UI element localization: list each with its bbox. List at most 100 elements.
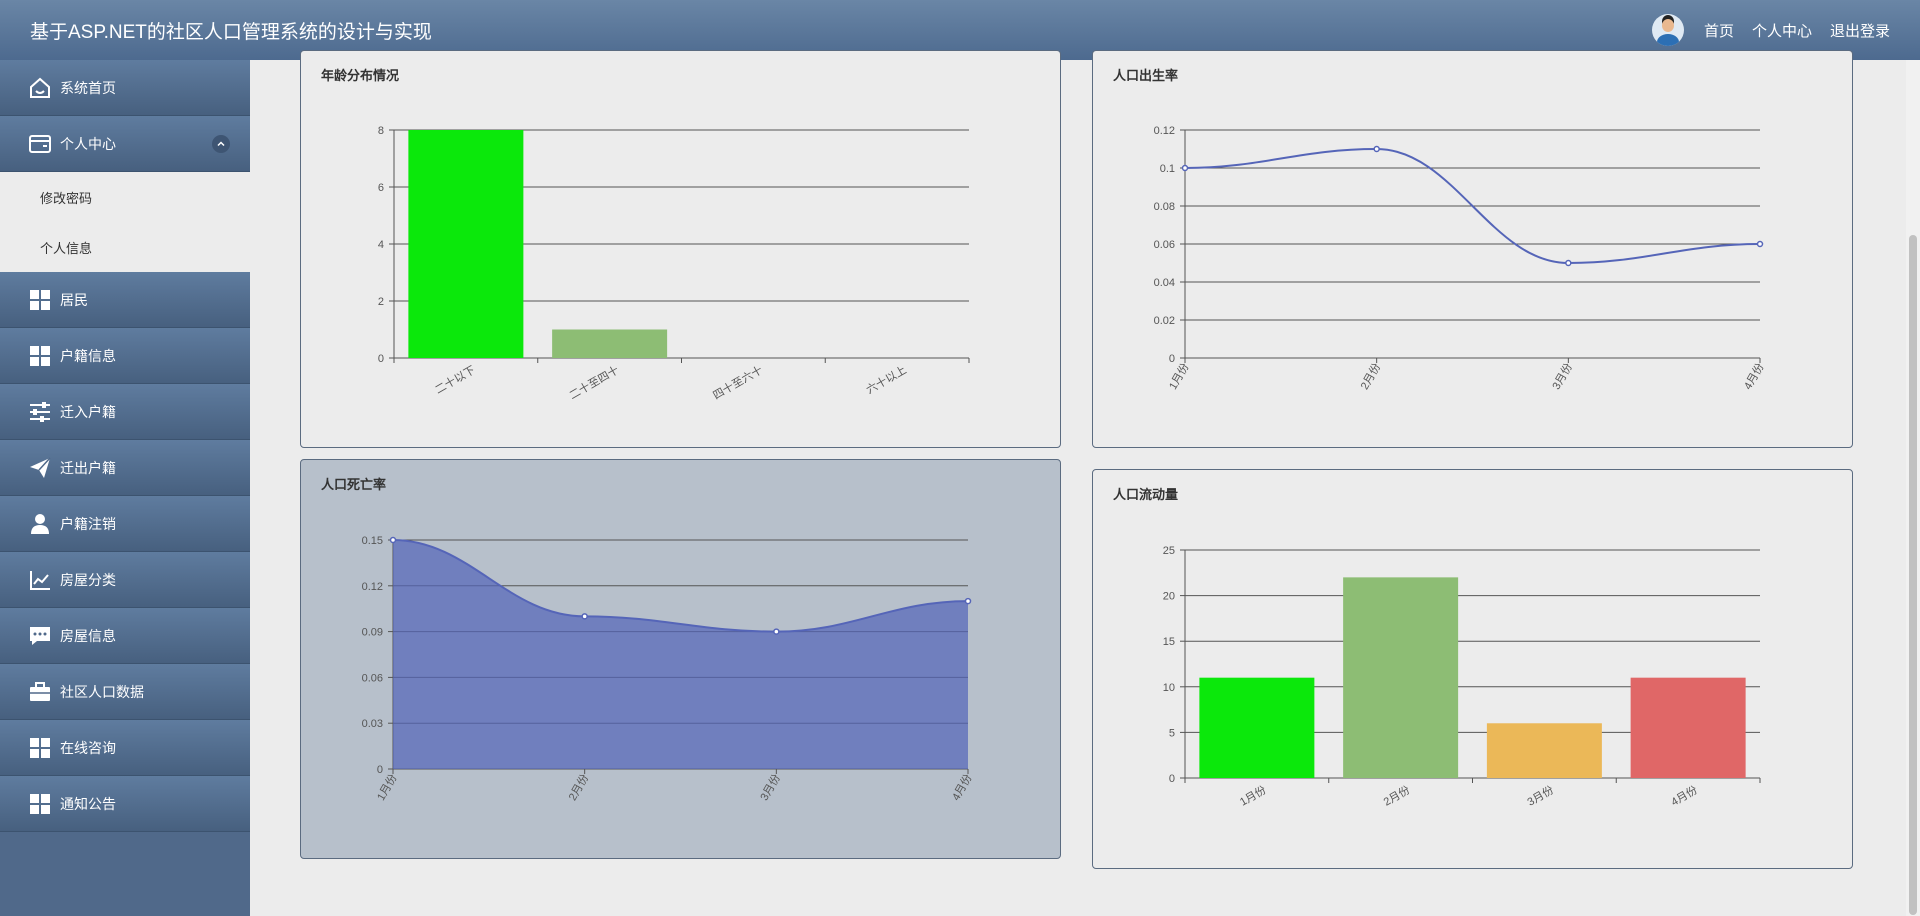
y-tick-label: 0.03 [362, 718, 383, 730]
chart-title: 人口出生率 [1113, 68, 1179, 83]
data-point [964, 597, 972, 605]
sidebar-item-household-info[interactable]: 户籍信息 [0, 328, 250, 384]
y-tick-label: 0 [377, 764, 383, 776]
y-tick-label: 15 [1163, 636, 1175, 648]
sidebar-item-label: 房屋分类 [60, 571, 116, 588]
home-icon [28, 76, 52, 100]
series-line [1184, 147, 1761, 265]
sidebar-subitem-personal-info[interactable]: 个人信息 [0, 222, 250, 272]
birth-rate-chart: 0 0.02 0.04 0.06 0.08 0.1 0.12 1月份 2月份 3月份 4月份 [1154, 125, 1767, 392]
sidebar: 系统首页 个人中心 修改密码 个人信息 居民 户籍信息 迁入户籍 迁出户籍 [0, 60, 250, 916]
data-point [1181, 164, 1189, 172]
y-tick-label: 4 [378, 239, 384, 251]
y-tick-label: 0.04 [1154, 277, 1175, 289]
y-tick-label: 0 [378, 353, 384, 365]
data-point [1565, 259, 1572, 267]
profile-center-link[interactable]: 个人中心 [1751, 22, 1812, 40]
x-tick-label: 4月份 [1741, 361, 1766, 392]
grid-icon [28, 792, 52, 816]
y-tick-label: 8 [378, 125, 384, 137]
grid-icon [28, 288, 52, 312]
bar [1486, 723, 1602, 778]
app-title: 基于ASP.NET的社区人口管理系统的设计与实现 [30, 21, 432, 43]
sidebar-item-residents[interactable]: 居民 [0, 272, 250, 328]
bar [1630, 677, 1746, 778]
sidebar-item-label: 房屋信息 [60, 627, 116, 644]
bar [408, 130, 524, 358]
x-tick-label: 3月份 [1550, 361, 1575, 392]
chevron-up-icon[interactable] [212, 135, 230, 153]
age-distribution-card: 年龄分布情况 0 2 4 6 8 二十以下 二十至四十 四十至六十 六十以上 [300, 50, 1061, 448]
birth-rate-card: 人口出生率 0 0.02 0.04 0.06 0.08 0.1 0.12 1月份 2月份 3月份 4… [1092, 50, 1853, 448]
sidebar-item-label: 社区人口数据 [60, 683, 144, 700]
line-chart-icon [28, 568, 52, 592]
x-tick-label: 1月份 [1238, 783, 1269, 808]
paper-plane-icon [28, 456, 52, 480]
sidebar-item-label: 户籍注销 [60, 515, 116, 532]
wallet-icon [28, 132, 52, 156]
logout-link[interactable]: 退出登录 [1829, 22, 1890, 40]
y-tick-label: 0.02 [1154, 315, 1175, 327]
y-tick-label: 10 [1163, 682, 1175, 694]
y-tick-label: 5 [1169, 727, 1175, 739]
x-tick-label: 六十以上 [864, 362, 909, 396]
y-tick-label: 0.1 [1160, 163, 1175, 175]
home-link[interactable]: 首页 [1703, 22, 1734, 40]
grid-icon [28, 344, 52, 368]
bar [1199, 677, 1315, 778]
sidebar-item-household-cancel[interactable]: 户籍注销 [0, 496, 250, 552]
x-tick-label: 1月份 [374, 772, 399, 803]
chart-title: 年龄分布情况 [321, 68, 400, 83]
sidebar-item-move-out[interactable]: 迁出户籍 [0, 440, 250, 496]
y-tick-label: 0.08 [1154, 201, 1175, 213]
sidebar-item-house-category[interactable]: 房屋分类 [0, 552, 250, 608]
sidebar-item-label: 迁出户籍 [60, 459, 116, 476]
data-point [581, 613, 588, 620]
y-tick-label: 6 [378, 182, 384, 194]
y-tick-label: 0.12 [362, 581, 383, 593]
sidebar-item-label: 迁入户籍 [60, 403, 116, 420]
x-tick-label: 2月份 [566, 772, 591, 803]
sidebar-item-notices[interactable]: 通知公告 [0, 776, 250, 832]
x-tick-label: 二十以下 [432, 362, 477, 396]
area-fill [393, 540, 968, 769]
scrollbar-thumb[interactable] [1909, 235, 1917, 915]
y-tick-label: 0 [1169, 353, 1175, 365]
x-tick-label: 二十至四十 [566, 362, 621, 402]
chat-icon [28, 624, 52, 648]
x-tick-label: 4月份 [949, 772, 974, 803]
chart-title: 人口死亡率 [321, 477, 387, 492]
y-tick-label: 2 [378, 296, 384, 308]
x-tick-label: 4月份 [1669, 783, 1700, 808]
sidebar-item-label: 户籍信息 [60, 347, 116, 364]
sidebar-item-home[interactable]: 系统首页 [0, 60, 250, 116]
sidebar-item-label: 在线咨询 [60, 739, 116, 756]
sidebar-item-label: 个人中心 [60, 135, 116, 152]
avatar[interactable] [1651, 14, 1684, 46]
x-tick-label: 四十至六十 [710, 362, 765, 402]
user-icon [28, 512, 52, 536]
y-tick-label: 0.09 [362, 627, 383, 639]
sliders-icon [28, 400, 52, 424]
chart-title: 人口流动量 [1113, 487, 1179, 502]
x-tick-label: 3月份 [1525, 783, 1556, 808]
sidebar-item-label: 通知公告 [60, 795, 116, 812]
grid-icon [28, 736, 52, 760]
data-point [1373, 145, 1380, 153]
population-flow-chart: 0 5 10 15 20 25 1月份 2月份 3月份 4月份 [1163, 545, 1761, 809]
y-tick-label: 0 [1169, 773, 1175, 785]
sidebar-item-label: 居民 [60, 291, 88, 308]
x-tick-label: 1月份 [1166, 361, 1191, 392]
sidebar-item-community-data[interactable]: 社区人口数据 [0, 664, 250, 720]
page-scrollbar[interactable] [1906, 60, 1920, 916]
bar [1343, 577, 1459, 778]
age-distribution-chart: 0 2 4 6 8 二十以下 二十至四十 四十至六十 六十以上 [378, 125, 970, 402]
sidebar-item-online-consult[interactable]: 在线咨询 [0, 720, 250, 776]
sidebar-subitem-change-password[interactable]: 修改密码 [0, 172, 250, 222]
sidebar-item-house-info[interactable]: 房屋信息 [0, 608, 250, 664]
sidebar-item-personal-center[interactable]: 个人中心 [0, 116, 250, 172]
data-point [389, 536, 397, 544]
sidebar-item-move-in[interactable]: 迁入户籍 [0, 384, 250, 440]
data-point [773, 628, 780, 635]
x-tick-label: 3月份 [758, 772, 783, 803]
